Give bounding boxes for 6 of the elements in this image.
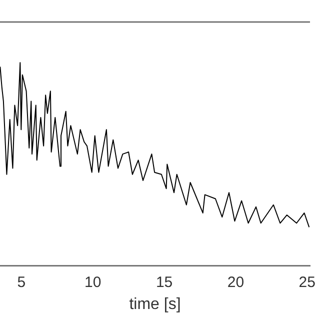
x-tick-label: 10 [84,274,102,291]
x-tick-label: 15 [156,274,173,291]
x-tick-label: 5 [17,274,26,291]
x-axis-title: time [s] [129,296,181,313]
x-tick-label: 20 [227,274,244,291]
x-tick-label: 25 [298,274,316,291]
